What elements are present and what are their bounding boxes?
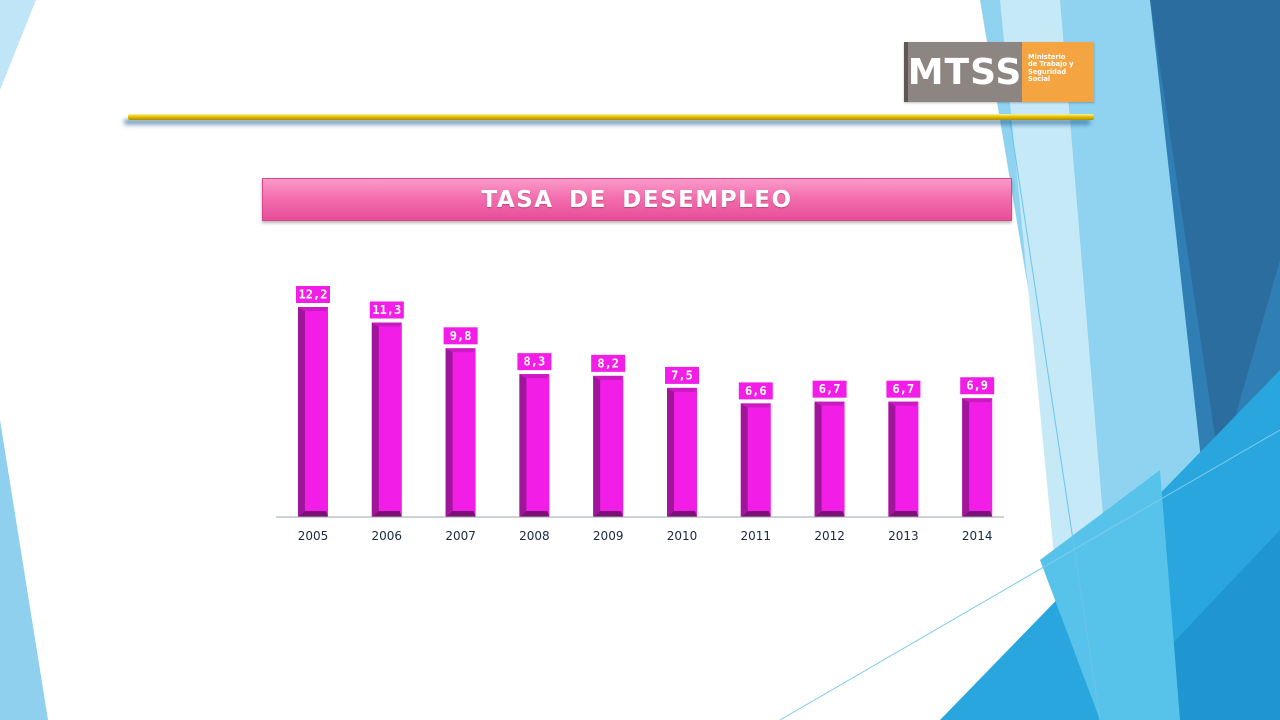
data-label-bg <box>517 353 552 371</box>
bar-top-bevel <box>371 322 402 327</box>
bar-bottom-bevel <box>814 511 845 517</box>
bar-top-bevel <box>740 403 771 408</box>
data-label: 6,9 <box>960 377 995 395</box>
bar-bottom-bevel <box>888 511 919 517</box>
x-tick-label: 2005 <box>298 529 329 543</box>
data-label: 11,3 <box>369 301 404 319</box>
bar-2013 <box>888 401 919 517</box>
data-label-bg <box>443 327 478 345</box>
bar-bottom-bevel <box>667 511 697 517</box>
data-label: 6,7 <box>886 380 921 398</box>
data-label: 9,8 <box>443 327 478 345</box>
bar-2007 <box>445 348 476 517</box>
bar-side <box>962 398 970 517</box>
bar-2011 <box>740 403 771 517</box>
bar-bottom-bevel <box>519 511 550 517</box>
bar-top-bevel <box>814 401 845 406</box>
x-tick-label: 2011 <box>741 529 772 543</box>
data-label-bg <box>665 366 699 384</box>
bar-side <box>814 401 822 517</box>
x-tick-label: 2012 <box>814 529 845 543</box>
data-label: 8,3 <box>517 353 552 371</box>
bar-2009 <box>593 375 624 517</box>
x-tick-label: 2006 <box>372 529 403 543</box>
data-label-bg <box>738 382 773 400</box>
bg-left-sliver <box>0 420 48 720</box>
data-label-text: 11,3 <box>372 303 401 317</box>
bar-2010 <box>667 387 697 517</box>
bar-top-bevel <box>519 374 550 379</box>
data-label-text: 8,3 <box>524 355 546 369</box>
data-label-text: 6,7 <box>819 382 841 396</box>
data-label-text: 6,7 <box>893 382 915 396</box>
bar-2012 <box>814 401 845 517</box>
gold-divider <box>128 114 1094 120</box>
bar-side <box>519 374 527 517</box>
data-label-text: 6,9 <box>966 379 988 393</box>
bar-side <box>740 403 748 517</box>
data-label-bg <box>369 301 404 319</box>
x-tick-label: 2008 <box>519 529 550 543</box>
bar-top-bevel <box>593 375 624 380</box>
bar-side <box>593 375 601 517</box>
data-label-bg <box>960 377 995 395</box>
bar-bottom-bevel <box>962 511 993 517</box>
bar-2014 <box>962 398 993 517</box>
x-tick-label: 2014 <box>962 529 993 543</box>
bg-thin-line-1 <box>1009 119 1101 720</box>
x-tick-label: 2009 <box>593 529 624 543</box>
bar-side <box>445 348 453 517</box>
bar-bottom-bevel <box>371 511 402 517</box>
data-label-text: 9,8 <box>450 329 472 343</box>
logo-subtitle: Ministerio de Trabajo y Seguridad Social <box>1022 42 1094 102</box>
x-tick-label: 2007 <box>445 529 476 543</box>
bar-2005 <box>298 307 328 517</box>
logo-mark: MTSS <box>904 42 1022 102</box>
data-label-text: 7,5 <box>671 368 693 382</box>
bar-top-bevel <box>962 398 993 403</box>
bar-top-bevel <box>298 307 328 311</box>
x-tick-label: 2013 <box>888 529 919 543</box>
bar-side <box>298 307 305 517</box>
bar-bottom-bevel <box>298 511 328 517</box>
data-label: 8,2 <box>591 354 626 372</box>
bar-top-bevel <box>888 401 919 406</box>
bar-bottom-bevel <box>740 511 771 517</box>
data-label: 12,2 <box>296 286 330 303</box>
x-tick-label: 2010 <box>667 529 698 543</box>
bar-2006 <box>371 322 402 517</box>
data-label: 6,7 <box>812 380 847 398</box>
bar-side <box>371 322 379 517</box>
bg-panel-dark <box>1150 0 1280 470</box>
mtss-logo: MTSS Ministerio de Trabajo y Seguridad S… <box>904 42 1094 102</box>
bar-bottom-bevel <box>593 511 624 517</box>
data-label-bg <box>591 354 626 372</box>
bar-top-bevel <box>667 387 697 392</box>
chart-title: TASA DE DESEMPLEO <box>481 186 793 213</box>
bar-top-bevel <box>445 348 476 353</box>
data-label-bg <box>812 380 847 398</box>
bar-bottom-bevel <box>445 511 476 517</box>
data-label-text: 8,2 <box>597 356 619 370</box>
bg-top-left-wedge <box>0 0 36 90</box>
bar-2008 <box>519 374 550 517</box>
data-label-bg <box>886 380 921 398</box>
data-label: 7,5 <box>665 366 699 384</box>
data-label-text: 12,2 <box>299 288 328 302</box>
bar-side <box>667 387 674 517</box>
bg-panel-sky <box>1040 470 1180 720</box>
chart-title-banner: TASA DE DESEMPLEO <box>262 178 1012 221</box>
data-label-bg <box>296 286 330 303</box>
bar-side <box>888 401 896 517</box>
bg-thin-line-2 <box>779 429 1280 720</box>
data-label: 6,6 <box>738 382 773 400</box>
data-label-text: 6,6 <box>745 384 767 398</box>
